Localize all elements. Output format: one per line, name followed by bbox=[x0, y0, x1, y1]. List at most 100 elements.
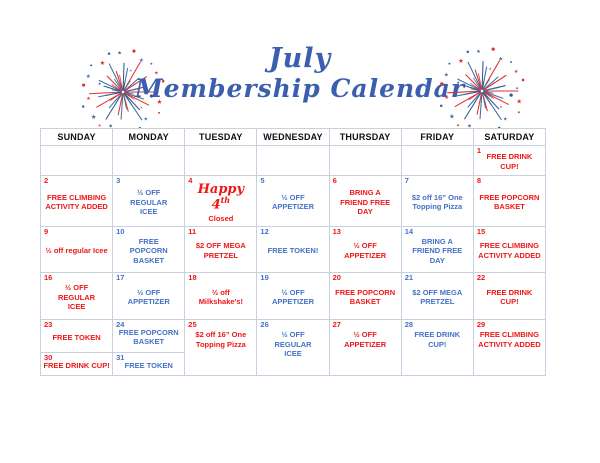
svg-text:★: ★ bbox=[99, 60, 105, 67]
calendar-cell-12: 12 FREE TOKEN! bbox=[256, 225, 330, 273]
svg-text:★: ★ bbox=[458, 57, 464, 65]
day-header-wednesday: WEDNESDAY bbox=[256, 128, 330, 146]
calendar-cell-27: 27 ½ OFF APPETIZER bbox=[328, 318, 402, 376]
day-number: 14 bbox=[404, 226, 414, 236]
day-number: 2 bbox=[44, 176, 49, 185]
calendar-cell-5: 5 ½ OFF APPETIZER bbox=[256, 175, 330, 227]
svg-text:★: ★ bbox=[98, 81, 102, 86]
svg-text:★: ★ bbox=[86, 96, 91, 102]
svg-text:★: ★ bbox=[140, 106, 143, 110]
calendar-cell-31: 31 FREE TOKEN bbox=[112, 351, 186, 376]
fireworks-icon: ★★★★★★★★★★★★★★★ bbox=[439, 47, 525, 136]
day-header-sunday: SUNDAY bbox=[39, 128, 114, 146]
promo-text: $2 OFF MEGA PRETZEL bbox=[412, 287, 463, 307]
empty-cell bbox=[184, 145, 258, 176]
svg-text:★: ★ bbox=[86, 73, 91, 80]
day-header-tuesday: TUESDAY bbox=[184, 128, 258, 146]
day-number: 17 bbox=[116, 272, 125, 282]
calendar-week-row: 30 FREE DRINK CUP! 31 FREE TOKEN bbox=[39, 351, 546, 376]
promo-text: ½ OFF REGULAR ICEE bbox=[274, 329, 312, 359]
calendar-cell-4: 4 Happy 4th Closed bbox=[184, 175, 258, 227]
day-number: 1 bbox=[476, 146, 482, 155]
calendar-cell-1: 1 FREE DRINK CUP! bbox=[472, 145, 547, 176]
day-number: 3 bbox=[116, 176, 121, 185]
calendar-cell-18: 18 ½ off Milkshake's! bbox=[184, 271, 258, 320]
empty-cell bbox=[328, 145, 402, 176]
calendar-cell-3: 3 ½ OFF REGULAR ICEE bbox=[112, 175, 186, 227]
happy-4th-script-text: Happy 4th bbox=[197, 182, 245, 213]
day-header-thursday: THURSDAY bbox=[328, 128, 402, 146]
calendar-week-row: 2 FREE CLIMBING ACTIVITY ADDED 3 ½ OFF REGULA… bbox=[39, 175, 547, 227]
day-number: 4 bbox=[188, 176, 193, 185]
calendar-week-row: 9 ½ off regular Icee 10 FREE POPCORN BASKET 11… bbox=[39, 225, 547, 273]
day-number: 20 bbox=[332, 272, 341, 282]
svg-text:★: ★ bbox=[91, 114, 97, 121]
svg-text:★: ★ bbox=[444, 95, 449, 101]
day-number: 28 bbox=[404, 319, 414, 329]
day-number: 11 bbox=[188, 226, 197, 236]
promo-text: ½ OFF REGULAR ICEE bbox=[58, 283, 96, 312]
promo-text: FREE CLIMBING ACTIVITY ADDED bbox=[478, 241, 541, 260]
svg-text:★: ★ bbox=[503, 116, 508, 122]
calendar-cell-6: 6 BRING A FRIEND FREE DAY bbox=[328, 175, 402, 227]
svg-text:★: ★ bbox=[139, 57, 144, 64]
promo-text: FREE DRINK CUP! bbox=[486, 287, 533, 307]
svg-text:★: ★ bbox=[156, 99, 162, 106]
day-header-monday: MONDAY bbox=[112, 128, 186, 146]
svg-text:★: ★ bbox=[456, 80, 460, 85]
calendar-week-row: 23 FREE TOKEN 24 FREE POPCORN BASKET 25 $2 off… bbox=[39, 318, 547, 376]
day-number: 5 bbox=[260, 176, 265, 185]
day-number: 23 bbox=[44, 319, 53, 329]
calendar-cell-19: 19 ½ OFF APPETIZER bbox=[256, 271, 330, 320]
day-number: 12 bbox=[260, 226, 269, 236]
calendar-cell-25: 25 $2 off 16” One Topping Pizza bbox=[184, 318, 258, 376]
day-number: 16 bbox=[44, 272, 53, 282]
day-number: 29 bbox=[476, 319, 486, 329]
promo-text: ½ off Milkshake's! bbox=[198, 287, 243, 307]
calendar-week-row: 1 FREE DRINK CUP! bbox=[39, 145, 547, 176]
empty-cell bbox=[39, 145, 114, 176]
svg-text:★: ★ bbox=[155, 86, 159, 91]
calendar-cell-2: 2 FREE CLIMBING ACTIVITY ADDED bbox=[39, 175, 114, 227]
calendar-cell-14: 14 BRING A FRIEND FREE DAY bbox=[400, 225, 474, 273]
promo-text: ½ OFF REGULAR ICEE bbox=[130, 188, 168, 217]
promo-text: ½ OFF APPETIZER bbox=[344, 329, 387, 349]
title-subtitle: Membership Calendar bbox=[134, 73, 466, 103]
title-month: July bbox=[268, 43, 332, 74]
svg-text:★: ★ bbox=[449, 113, 455, 121]
promo-text: FREE TOKEN bbox=[52, 332, 101, 342]
day-number: 31 bbox=[116, 352, 125, 362]
svg-text:★: ★ bbox=[467, 123, 472, 129]
empty-cell bbox=[112, 145, 186, 176]
svg-text:★: ★ bbox=[514, 69, 519, 75]
svg-text:★: ★ bbox=[109, 124, 114, 130]
day-number: 24 bbox=[116, 319, 125, 329]
promo-text: $2 off 16” One Topping Pizza bbox=[195, 329, 247, 349]
empty-cell bbox=[256, 145, 330, 176]
promo-text: ½ off regular Icee bbox=[45, 246, 108, 256]
calendar-cell-28: 28 FREE DRINK CUP! bbox=[400, 318, 474, 376]
calendar-cell-20: 20 FREE POPCORN BASKET bbox=[328, 271, 402, 320]
day-number: 21 bbox=[404, 272, 414, 282]
promo-text: FREE POPCORN BASKET bbox=[335, 287, 396, 307]
calendar-cell-16: 16 ½ OFF REGULAR ICEE bbox=[39, 271, 114, 320]
calendar-cell-30: 30 FREE DRINK CUP! bbox=[39, 351, 114, 376]
svg-text:★: ★ bbox=[444, 71, 449, 78]
svg-text:★: ★ bbox=[515, 85, 519, 90]
calendar-header-row: SUNDAY MONDAY TUESDAY WEDNESDAY THURSDAY FRID… bbox=[39, 128, 547, 146]
calendar-cell-22: 22 FREE DRINK CUP! bbox=[472, 271, 547, 320]
svg-text:★: ★ bbox=[516, 97, 522, 105]
promo-text: FREE CLIMBING ACTIVITY ADDED bbox=[45, 192, 108, 212]
calendar-cell-10: 10 FREE POPCORN BASKET bbox=[112, 225, 186, 273]
day-number: 13 bbox=[332, 226, 341, 236]
promo-text: Closed bbox=[208, 214, 234, 224]
calendar-cell-8: 8 FREE POPCORN BASKET bbox=[472, 175, 547, 227]
promo-text: FREE DRINK CUP! bbox=[414, 329, 461, 349]
day-number: 22 bbox=[476, 272, 486, 282]
calendar-cell-7: 7 $2 off 16” One Topping Pizza bbox=[400, 175, 474, 227]
promo-text: FREE TOKEN! bbox=[267, 246, 319, 256]
svg-text:★: ★ bbox=[489, 67, 492, 71]
calendar-cell-29: 29 FREE CLIMBING ACTIVITY ADDED bbox=[472, 318, 547, 376]
calendar-body: 1 FREE DRINK CUP! 2 FREE CLIMBING ACTIVITY AD… bbox=[39, 145, 547, 376]
